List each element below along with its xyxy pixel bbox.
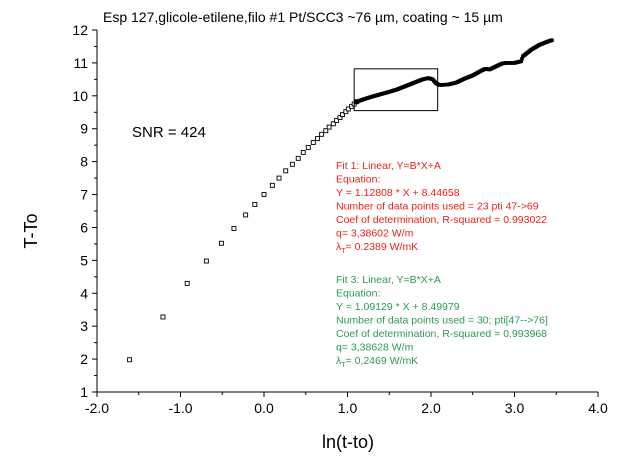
x-tick-label: -2.0: [85, 400, 109, 416]
data-point: [330, 121, 336, 127]
data-point: [340, 112, 345, 118]
data-point: [261, 192, 267, 197]
x-tick-label: -1.0: [168, 400, 192, 416]
data-point: [184, 280, 190, 286]
snr-label: SNR = 424: [132, 124, 206, 141]
y-tick-label: 1: [80, 384, 88, 400]
data-point: [314, 136, 320, 142]
data-point: [300, 149, 306, 155]
fit-line: Number of data points used = 23 pti 47->…: [336, 201, 539, 213]
data-point: [345, 106, 351, 112]
y-tick-label: 6: [80, 219, 88, 235]
y-tick-label: 5: [80, 252, 88, 268]
y-axis-title: T-To: [21, 213, 41, 248]
fit-line: Fit 3: Linear, Y=B*X+A: [336, 274, 441, 286]
data-point: [127, 357, 133, 363]
y-tick-label: 12: [72, 22, 88, 38]
x-tick-label: 3.0: [505, 400, 525, 416]
data-point: [319, 131, 325, 137]
y-tick-label: 2: [80, 351, 88, 367]
data-point: [252, 201, 258, 207]
y-tick-label: 3: [80, 318, 88, 334]
fit-line: Coef of determination, R-squared = 0.993…: [336, 328, 547, 340]
data-point: [243, 212, 249, 218]
data-point: [337, 115, 343, 120]
data-point: [231, 225, 237, 231]
fit-line: q= 3,38628 W/m: [336, 342, 414, 354]
x-tick-label: 1.0: [338, 400, 358, 416]
data-point: [289, 161, 295, 167]
fit-line: Y = 1.12808 * X + 8.44658: [336, 187, 460, 199]
data-point: [295, 155, 301, 161]
y-tick-label: 7: [80, 187, 88, 203]
data-point: [218, 240, 224, 246]
data-point-dense: [550, 38, 554, 43]
data-point: [160, 314, 166, 320]
data-point: [283, 168, 289, 174]
data-point: [276, 175, 282, 181]
data-point: [305, 145, 311, 150]
x-tick-label: 0.0: [254, 400, 274, 416]
fit-line: Y = 1.09129 * X + 8.49979: [336, 301, 460, 313]
fit-line: q= 3,38602 W/m: [336, 228, 414, 240]
fit1-annotation: Fit 1: Linear, Y=B*X+A Equation:Y = 1.128…: [336, 160, 547, 255]
chart-title: Esp 127,glicole-etilene,filo #1 Pt/SCC3 …: [103, 9, 503, 25]
x-tick-label: 4.0: [588, 400, 608, 416]
y-tick-label: 8: [80, 154, 88, 170]
data-marks: [127, 38, 554, 363]
data-point: [323, 128, 329, 134]
y-tick-label: 9: [80, 121, 88, 137]
fit-line: Fit 1: Linear, Y=B*X+A: [336, 160, 441, 172]
fit-line: Number of data points used = 30; pti[47-…: [336, 315, 548, 327]
x-tick-label: 2.0: [421, 400, 441, 416]
y-tick-label: 10: [72, 88, 88, 104]
fit-line: Coef of determination, R-squared = 0.993…: [336, 214, 547, 226]
y-tick-label: 4: [80, 285, 88, 301]
y-tick-label: 11: [73, 55, 88, 71]
fit-line: Equation:: [336, 174, 380, 186]
data-point: [310, 140, 316, 145]
data-point: [326, 124, 332, 130]
fit3-annotation: Fit 3: Linear, Y=B*X+A Equation:Y = 1.091…: [336, 274, 548, 369]
fit-line: Equation:: [336, 288, 380, 300]
zoom-box: [353, 68, 439, 112]
data-point: [203, 258, 209, 264]
data-point: [334, 118, 340, 123]
data-point: [343, 109, 349, 115]
fit-line: λT= 0,2469 W/mK: [336, 355, 418, 369]
x-axis-title: ln(t-to): [322, 432, 374, 452]
data-point: [269, 182, 275, 188]
fit-line: λT= 0.2389 W/mK: [336, 241, 418, 255]
